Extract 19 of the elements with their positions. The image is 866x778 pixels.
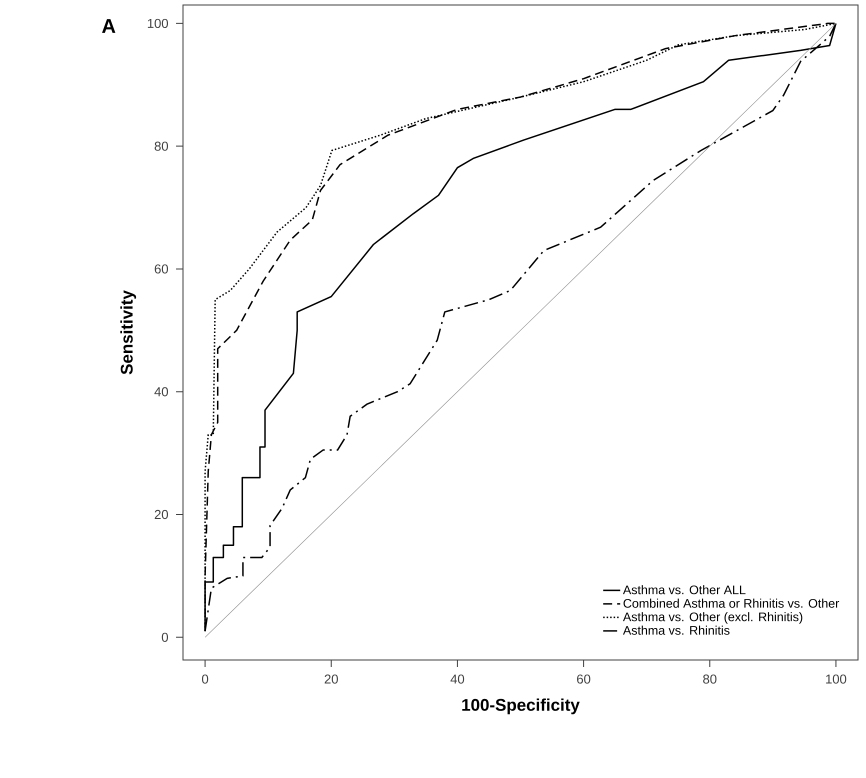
x-tick-label: 20 [324,674,338,684]
y-tick-label: 100 [148,18,168,28]
y-tick-label: 80 [154,142,168,151]
text: A [102,19,116,33]
y-tick-label: 20 [154,510,168,520]
legend-label: Asthma vs. Other ALL [622,585,746,594]
legend-label: Combined Asthma or Rhinitis vs. Other [624,598,840,608]
x-tick-label: 40 [450,674,464,684]
x-tick-label: 100 [826,674,846,684]
y-tick-label: 60 [154,264,168,274]
legend-label: Asthma vs. Other (excl. Rhinitis) [622,612,802,624]
y-axis-title: Sensitivity [120,290,136,374]
x-tick-label: 60 [577,674,590,684]
x-tick-label: 80 [703,674,716,684]
y-tick-label: 40 [154,387,168,396]
x-tick-label: 0 [202,674,208,684]
legend-label: Asthma vs. Rhinitis [622,626,730,635]
x-axis-title: 100-Specificity [462,698,580,714]
y-tick-label: 0 [162,632,168,642]
